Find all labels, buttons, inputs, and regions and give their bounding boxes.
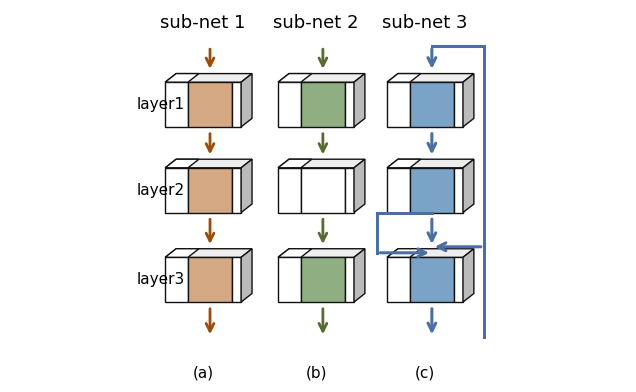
Polygon shape [463,159,474,212]
Polygon shape [278,74,365,82]
Polygon shape [463,74,474,127]
Polygon shape [387,249,421,257]
Polygon shape [232,82,241,127]
Polygon shape [232,168,241,212]
Polygon shape [241,74,252,127]
Polygon shape [410,257,454,302]
Polygon shape [345,257,354,302]
Polygon shape [387,74,474,82]
Text: (a): (a) [193,366,214,381]
Text: layer3: layer3 [137,272,185,287]
Polygon shape [278,249,365,257]
Polygon shape [188,82,232,127]
Text: (b): (b) [305,366,327,381]
Polygon shape [387,159,474,168]
Polygon shape [345,82,354,127]
Polygon shape [454,257,463,302]
Polygon shape [232,257,241,302]
Polygon shape [165,159,252,168]
Polygon shape [463,249,474,302]
Polygon shape [188,168,232,212]
Polygon shape [165,257,188,302]
Polygon shape [165,159,199,168]
Text: layer2: layer2 [137,183,185,198]
Polygon shape [278,159,365,168]
Polygon shape [454,82,463,127]
Polygon shape [278,257,301,302]
Polygon shape [354,159,365,212]
Polygon shape [301,168,345,212]
Polygon shape [278,74,312,82]
Polygon shape [165,74,252,82]
Polygon shape [278,82,301,127]
Text: (c): (c) [415,366,435,381]
Polygon shape [410,82,454,127]
Polygon shape [387,257,410,302]
Polygon shape [241,159,252,212]
Polygon shape [454,168,463,212]
Polygon shape [301,257,345,302]
Polygon shape [301,82,345,127]
Polygon shape [165,249,199,257]
Text: sub-net 1: sub-net 1 [160,14,246,32]
Text: sub-net 3: sub-net 3 [382,14,468,32]
Polygon shape [165,168,188,212]
Polygon shape [387,249,474,257]
Polygon shape [354,74,365,127]
Polygon shape [165,82,188,127]
Polygon shape [410,168,454,212]
Polygon shape [387,168,410,212]
Polygon shape [278,159,312,168]
Polygon shape [241,249,252,302]
Polygon shape [278,168,301,212]
Polygon shape [387,159,421,168]
Polygon shape [387,74,421,82]
Polygon shape [278,249,312,257]
Polygon shape [165,249,252,257]
Text: sub-net 2: sub-net 2 [273,14,359,32]
Polygon shape [345,168,354,212]
Polygon shape [188,257,232,302]
Polygon shape [387,82,410,127]
Polygon shape [165,74,199,82]
Polygon shape [354,249,365,302]
Text: layer1: layer1 [137,97,185,112]
